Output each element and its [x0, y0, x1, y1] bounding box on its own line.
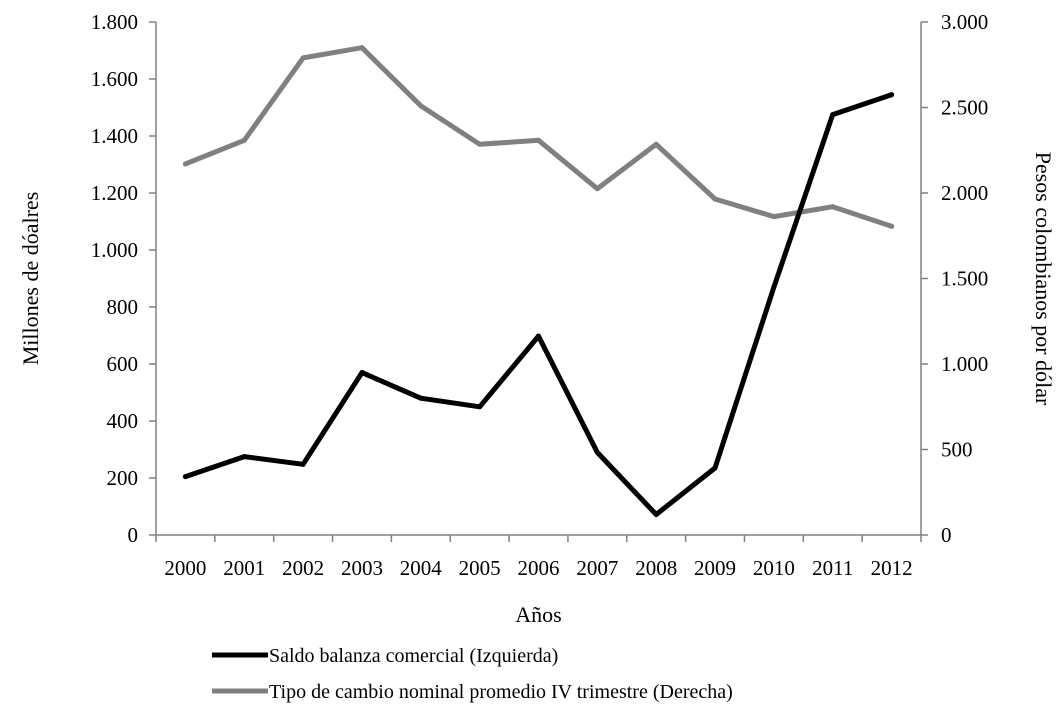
legend: Saldo balanza comercial (Izquierda) Tipo… — [212, 645, 733, 703]
x-tick-label: 2011 — [812, 556, 853, 580]
x-tick-label: 2008 — [635, 556, 677, 580]
series-line-tipo-cambio — [182, 45, 895, 229]
x-tick-label: 2003 — [341, 556, 383, 580]
left-y-tick-label: 1.600 — [91, 67, 138, 91]
x-tick-label: 2002 — [282, 556, 324, 580]
point-tipo-cambio — [536, 137, 541, 143]
right-y-axis-title: Pesos colombianos por dólar — [1031, 152, 1056, 406]
point-tipo-cambio — [241, 137, 247, 143]
left-y-tick-label: 600 — [107, 352, 139, 376]
point-tipo-cambio — [182, 161, 188, 167]
point-saldo — [300, 461, 306, 467]
point-saldo — [477, 404, 483, 410]
left-y-tick-label: 1.800 — [91, 10, 138, 34]
x-tick-label: 2009 — [694, 556, 736, 580]
point-saldo — [241, 454, 247, 460]
x-tick-label: 2006 — [518, 556, 560, 580]
right-y-tick-label: 1.500 — [941, 267, 988, 291]
left-y-tick-label: 200 — [107, 466, 139, 490]
right-y-tick-label: 3.000 — [941, 10, 988, 34]
left-y-ticks: 0 200 400 600 800 1.000 1.200 1.400 1.600 1.800 — [91, 10, 156, 547]
point-tipo-cambio — [653, 141, 659, 147]
left-y-tick-label: 400 — [107, 409, 139, 433]
point-tipo-cambio — [359, 45, 365, 51]
point-tipo-cambio — [830, 204, 836, 210]
x-tick-label: 2000 — [164, 556, 206, 580]
point-saldo — [830, 112, 836, 118]
right-y-ticks: 0 500 1.000 1.500 2.000 2.500 3.000 — [921, 10, 988, 547]
point-saldo — [594, 449, 600, 455]
series-line-saldo — [182, 92, 895, 517]
series-layer — [182, 45, 895, 517]
right-y-tick-label: 500 — [941, 438, 973, 462]
left-y-axis-title: Millones de dóalres — [18, 192, 43, 366]
point-tipo-cambio — [418, 103, 424, 109]
point-tipo-cambio — [712, 196, 718, 202]
x-tick-label: 2004 — [400, 556, 443, 580]
point-saldo — [536, 333, 541, 339]
point-saldo — [889, 92, 895, 98]
legend-label-tipo-cambio: Tipo de cambio nominal promedio IV trime… — [269, 681, 733, 703]
left-y-tick-label: 1.400 — [91, 124, 138, 148]
x-tick-label: 2010 — [753, 556, 795, 580]
point-saldo — [653, 511, 659, 517]
left-y-tick-label: 800 — [107, 295, 139, 319]
left-y-tick-label: 0 — [128, 523, 139, 547]
point-tipo-cambio — [300, 55, 306, 61]
point-tipo-cambio — [477, 141, 483, 147]
point-saldo — [771, 284, 777, 290]
x-ticks: 2000 2001 2002 2003 2004 2005 2006 2007 2008 2009… — [155, 535, 922, 580]
x-tick-label: 2007 — [576, 556, 618, 580]
legend-label-saldo: Saldo balanza comercial (Izquierda) — [269, 645, 558, 667]
right-y-tick-label: 2.000 — [941, 181, 988, 205]
right-y-tick-label: 1.000 — [941, 352, 988, 376]
point-saldo — [418, 395, 424, 401]
x-tick-label: 2005 — [459, 556, 501, 580]
point-tipo-cambio — [594, 186, 600, 192]
right-y-tick-label: 0 — [941, 523, 952, 547]
point-saldo — [359, 370, 365, 376]
right-y-tick-label: 2.500 — [941, 96, 988, 120]
x-axis-title: Años — [515, 602, 561, 627]
point-tipo-cambio — [771, 214, 777, 220]
left-y-tick-label: 1.200 — [91, 181, 138, 205]
point-saldo — [182, 474, 188, 480]
x-tick-label: 2012 — [871, 556, 913, 580]
point-tipo-cambio — [889, 223, 895, 229]
x-tick-label: 2001 — [223, 556, 265, 580]
point-saldo — [712, 465, 718, 471]
left-y-tick-label: 1.000 — [91, 238, 138, 262]
